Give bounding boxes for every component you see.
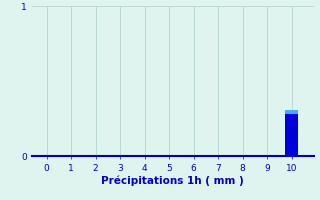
X-axis label: Précipitations 1h ( mm ): Précipitations 1h ( mm ) bbox=[101, 175, 244, 186]
Bar bbox=[285, 114, 298, 156]
Bar bbox=[285, 110, 298, 114]
